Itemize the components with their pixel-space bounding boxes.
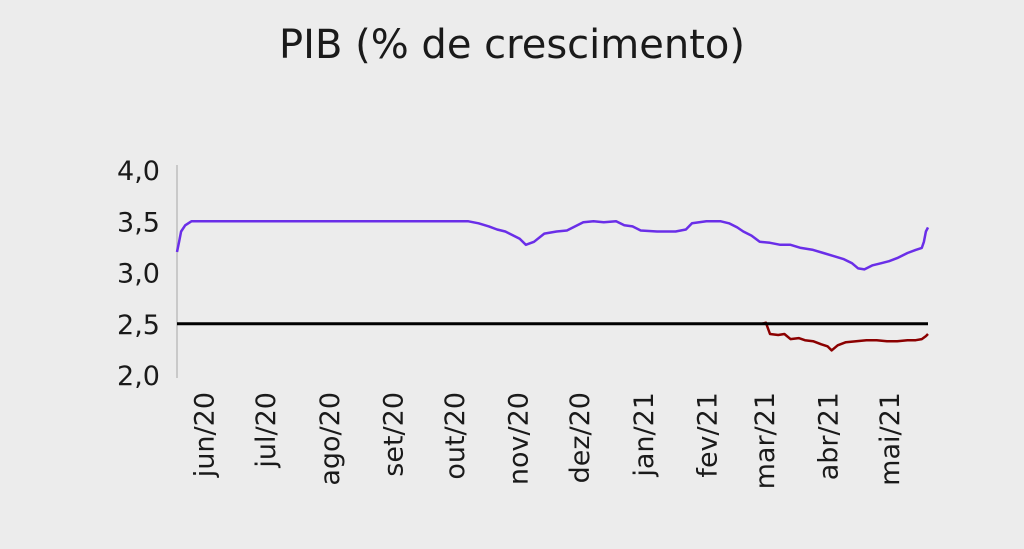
x-tick-label: ago/20	[315, 392, 346, 486]
x-tick-label: fev/21	[692, 392, 723, 478]
y-tick-label: 4,0	[117, 156, 160, 187]
x-tick-label: jan/21	[629, 392, 660, 478]
x-tick-label: set/20	[378, 392, 409, 477]
x-tick-label: nov/20	[504, 392, 535, 485]
series-line-1	[175, 220, 930, 271]
series-line-2	[761, 321, 929, 352]
x-axis-ticks: jun/20 jul/20 ago/20 set/20 out/20 nov/20 dez/…	[190, 392, 906, 489]
y-tick-label: 3,5	[117, 207, 160, 238]
y-tick-label: 2,5	[117, 310, 160, 341]
y-axis-ticks: 4,0 3,5 3,0 2,5 2,0	[117, 156, 160, 392]
x-tick-label: dez/20	[565, 392, 596, 483]
x-tick-label: mar/21	[750, 392, 781, 489]
x-tick-label: abr/21	[813, 392, 844, 480]
x-tick-label: jun/20	[190, 392, 221, 478]
x-tick-label: out/20	[440, 392, 471, 480]
chart-title: PIB (% de crescimento)	[279, 22, 745, 68]
y-tick-label: 2,0	[117, 361, 160, 392]
y-tick-label: 3,0	[117, 259, 160, 290]
series-layer	[175, 220, 930, 352]
x-tick-label: jul/20	[251, 392, 282, 469]
x-tick-label: mai/21	[875, 392, 906, 486]
